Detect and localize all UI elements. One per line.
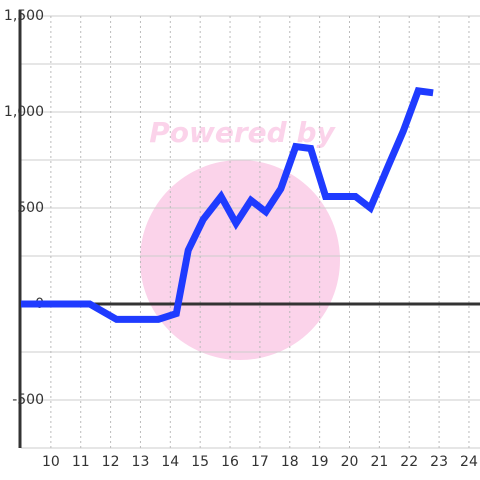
x-tick-label: 14 (161, 454, 179, 470)
x-tick-label: 15 (191, 454, 209, 470)
x-tick-label: 22 (400, 454, 418, 470)
x-tick-label: 17 (251, 454, 269, 470)
x-tick-label: 16 (221, 454, 239, 470)
y-tick-label: 500 (17, 200, 44, 216)
x-tick-label: 23 (430, 454, 448, 470)
x-tick-label: 10 (42, 454, 60, 470)
x-tick-label: 20 (341, 454, 359, 470)
y-tick-label: 1,000 (4, 104, 44, 120)
x-tick-label: 18 (281, 454, 299, 470)
watermark-logo (140, 160, 340, 360)
x-tick-label: 11 (72, 454, 90, 470)
x-tick-label: 19 (311, 454, 329, 470)
x-tick-label: 21 (370, 454, 388, 470)
line (21, 87, 434, 323)
y-tick-label: -500 (12, 392, 44, 408)
x-tick-label: 24 (460, 454, 478, 470)
x-tick-label: 12 (102, 454, 120, 470)
y-tick-label: 1,500 (4, 8, 44, 24)
watermark-text: Powered by (149, 116, 336, 149)
x-tick-label: 13 (132, 454, 150, 470)
